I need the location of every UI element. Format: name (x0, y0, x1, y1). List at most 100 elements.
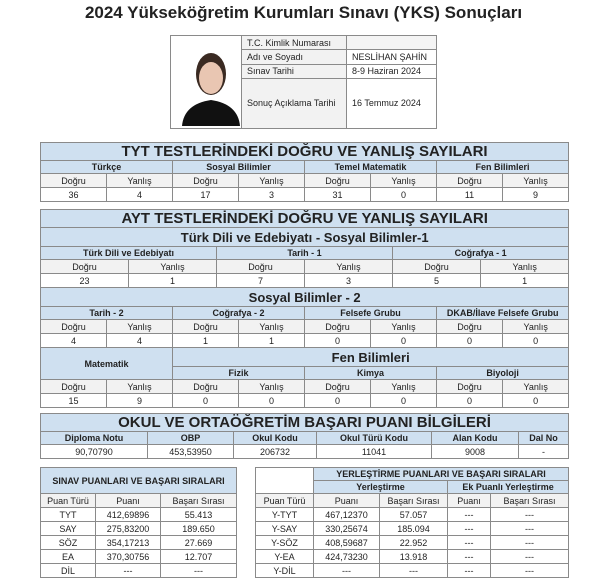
value-cell: 22.952 (379, 535, 448, 550)
dogru-label: Doğru (40, 259, 129, 274)
value-cell: --- (489, 535, 570, 550)
value-cell: 1 (479, 273, 570, 288)
value-cell: --- (447, 535, 491, 550)
value-cell: --- (489, 563, 570, 578)
column-header: Okul Türü Kodu (316, 431, 432, 445)
value-cell: 189.650 (159, 521, 238, 536)
value-cell: 1 (238, 333, 305, 348)
value-cell: --- (489, 549, 570, 564)
yanlis-label: Yanlış (106, 379, 173, 394)
value-cell: --- (313, 563, 380, 578)
result-date-label: Sonuç Açıklama Tarihi (241, 77, 347, 130)
dogru-label: Doğru (172, 379, 239, 394)
dogru-label: Doğru (304, 319, 371, 334)
dogru-label: Doğru (172, 319, 239, 334)
value-cell: 0 (501, 333, 570, 348)
yerlestirme-table: YERLEŞTİRME PUANLARI VE BAŞARI SIRALARI Y… (255, 467, 570, 578)
value-cell: --- (159, 563, 238, 578)
dogru-label: Doğru (40, 379, 107, 394)
value-cell: 424,73230 (313, 549, 380, 564)
column-header: Puanı (95, 493, 161, 508)
student-photo (170, 35, 242, 129)
value-cell: 9 (106, 393, 173, 408)
value-cell: EA (40, 549, 96, 564)
value-cell: 0 (501, 393, 570, 408)
dogru-label: Doğru (172, 173, 239, 188)
dogru-label: Doğru (436, 319, 503, 334)
value-cell: 408,59687 (313, 535, 380, 550)
value-cell: 90,70790 (40, 444, 148, 459)
value-cell: 185.094 (379, 521, 448, 536)
value-cell: --- (447, 563, 491, 578)
value-cell: Y-DİL (255, 563, 314, 578)
column-header: Diploma Notu (40, 431, 148, 445)
value-cell: 7 (216, 273, 305, 288)
yanlis-label: Yanlış (370, 319, 437, 334)
column-header: Alan Kodu (431, 431, 519, 445)
subject-header: Coğrafya - 2 (172, 306, 305, 320)
subject-header: Türk Dili ve Edebiyatı (40, 246, 217, 260)
value-cell: 13.918 (379, 549, 448, 564)
value-cell: 0 (370, 187, 437, 202)
yanlis-label: Yanlış (501, 379, 570, 394)
subject-header: Temel Matematik (304, 160, 437, 174)
subject-header: Fen Bilimleri (435, 160, 570, 174)
subsection-title: Sosyal Bilimler - 2 (39, 287, 570, 307)
dogru-label: Doğru (436, 173, 503, 188)
subject-header: Fizik (172, 366, 305, 380)
dogru-label: Doğru (392, 259, 481, 274)
value-cell: 0 (370, 333, 437, 348)
value-cell: 0 (370, 393, 437, 408)
value-cell: --- (447, 549, 491, 564)
value-cell: 57.057 (379, 507, 448, 522)
value-cell: 453,53950 (147, 444, 234, 459)
subject-header: Tarih - 1 (216, 246, 393, 260)
yanlis-label: Yanlış (238, 319, 305, 334)
subsection-title: Türk Dili ve Edebiyatı - Sosyal Bilimler… (39, 227, 570, 247)
subject-header-matematik: Matematik (40, 347, 173, 380)
value-cell: 0 (304, 393, 371, 408)
value-cell: --- (95, 563, 161, 578)
section-title: SINAV PUANLARI VE BAŞARI SIRALARI (39, 467, 238, 494)
dogru-label: Doğru (436, 379, 503, 394)
section-title: OKUL VE ORTAÖĞRETİM BAŞARI PUANI BİLGİLE… (39, 413, 570, 432)
subheader: Yerleştirme (313, 480, 448, 494)
value-cell: 3 (304, 273, 393, 288)
value-cell: 4 (106, 333, 173, 348)
column-header: Puan Türü (255, 493, 314, 508)
subsection-title: Fen Bilimleri (171, 347, 570, 367)
tc-label: T.C. Kimlik Numarası (241, 34, 347, 51)
dogru-label: Doğru (304, 173, 371, 188)
value-cell: Y-SÖZ (255, 535, 314, 550)
value-cell: 27.669 (159, 535, 238, 550)
subject-header: Felsefe Grubu (304, 306, 437, 320)
value-cell: TYT (40, 507, 96, 522)
ayt-table: AYT TESTLERİNDEKİ DOĞRU VE YANLIŞ SAYILA… (39, 209, 570, 408)
page-title: 2024 Yükseköğretim Kurumları Sınavı (YKS… (84, 3, 523, 22)
dogru-label: Doğru (216, 259, 305, 274)
yanlis-label: Yanlış (128, 259, 217, 274)
subject-header: Tarih - 2 (40, 306, 173, 320)
value-cell: 370,30756 (95, 549, 161, 564)
subject-header: Coğrafya - 1 (391, 246, 570, 260)
subject-header: Biyoloji (435, 366, 570, 380)
value-cell: --- (489, 507, 570, 522)
dogru-label: Doğru (40, 319, 107, 334)
subject-header: Sosyal Bilimler (172, 160, 305, 174)
column-header: Okul Kodu (233, 431, 317, 445)
yanlis-label: Yanlış (501, 319, 570, 334)
name-label: Adı ve Soyadı (241, 49, 347, 65)
section-title: AYT TESTLERİNDEKİ DOĞRU VE YANLIŞ SAYILA… (39, 209, 570, 228)
value-cell: --- (379, 563, 448, 578)
column-header: Puanı (447, 493, 491, 508)
value-cell: 36 (40, 187, 107, 202)
exam-date-value: 8-9 Haziran 2024 (346, 63, 437, 79)
value-cell: 275,83200 (95, 521, 161, 536)
value-cell: DİL (40, 563, 96, 578)
yanlis-label: Yanlış (370, 379, 437, 394)
value-cell: --- (447, 507, 491, 522)
value-cell: 1 (128, 273, 217, 288)
value-cell: 11 (436, 187, 503, 202)
value-cell: 55.413 (159, 507, 238, 522)
value-cell: 330,25674 (313, 521, 380, 536)
